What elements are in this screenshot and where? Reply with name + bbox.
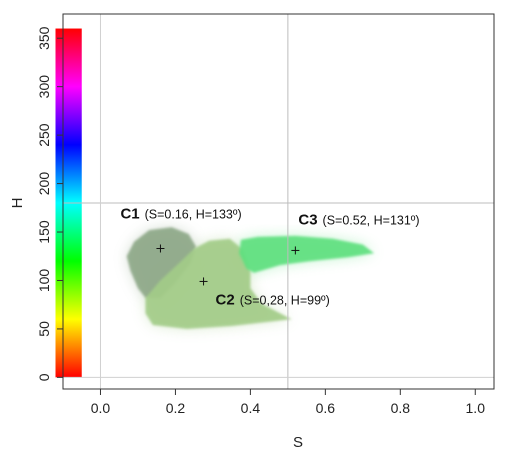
cluster-id: C3	[298, 211, 317, 228]
y-tick-label: 100	[36, 269, 52, 293]
y-tick-label: 350	[36, 26, 52, 50]
x-tick-label: 0.8	[391, 400, 411, 416]
y-tick-label: 300	[36, 75, 52, 99]
y-axis-title: H	[9, 198, 26, 209]
y-tick-label: 250	[36, 123, 52, 147]
y-tick-label: 0	[36, 373, 52, 381]
x-tick-label: 1.0	[466, 400, 486, 416]
cluster-detail: (S=0,28, H=99º)	[240, 293, 330, 307]
cluster-region-c1	[126, 227, 196, 298]
cluster-detail: (S=0.52, H=131º)	[323, 213, 420, 227]
y-tick-label: 200	[36, 172, 52, 196]
x-tick-label: 0.0	[91, 400, 111, 416]
y-tick-label: 50	[36, 321, 52, 337]
cluster-label-c3: C3 (S=0.52, H=131º)	[298, 211, 419, 228]
x-tick-label: 0.2	[166, 400, 186, 416]
x-tick-label: 0.6	[316, 400, 336, 416]
cluster-detail: (S=0.16, H=133º)	[145, 207, 242, 221]
centroid-marker-c3	[291, 246, 300, 255]
cluster-id: C2	[216, 291, 235, 308]
x-axis-title: S	[293, 434, 303, 451]
x-tick-label: 0.4	[241, 400, 261, 416]
plot-frame	[62, 13, 495, 390]
cluster-label-c1: C1 (S=0.16, H=133º)	[120, 205, 241, 222]
cluster-label-c2: C2 (S=0,28, H=99º)	[216, 291, 330, 308]
cluster-region-c3	[239, 235, 375, 273]
cluster-region-c2	[145, 238, 292, 329]
centroid-marker-c1	[156, 244, 165, 253]
cluster-id: C1	[120, 205, 139, 222]
centroid-marker-c2	[199, 277, 208, 286]
y-tick-label: 150	[36, 220, 52, 244]
